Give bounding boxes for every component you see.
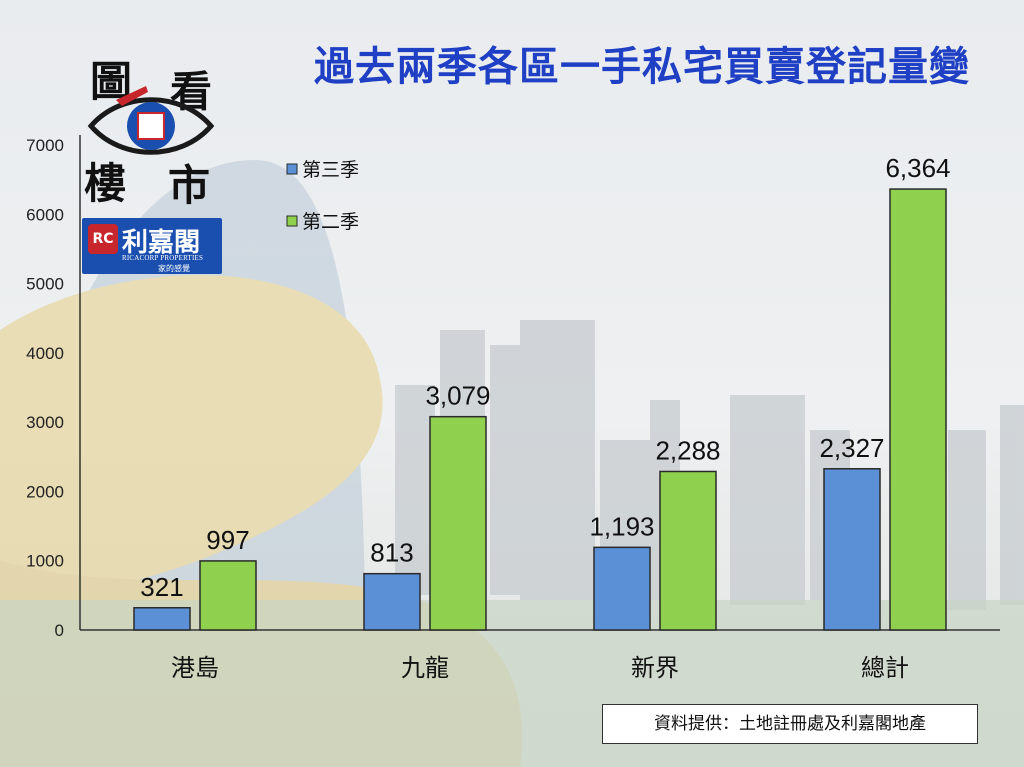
- y-tick-label: 4000: [26, 344, 64, 363]
- y-tick-label: 0: [55, 621, 64, 640]
- logo-char: 樓: [84, 159, 127, 208]
- brand-english-name: RICACORP PROPERTIES: [122, 254, 204, 262]
- bar: [429, 415, 487, 631]
- bar: [593, 546, 651, 631]
- data-label: 1,193: [589, 511, 654, 541]
- source-note: 資料提供：土地註冊處及利嘉閣地產: [602, 704, 978, 744]
- brand-seal: RC: [88, 224, 118, 254]
- legend-label: 第二季: [302, 211, 359, 233]
- x-tick-label: 總計: [861, 654, 909, 682]
- legend-swatch: [286, 215, 298, 227]
- legend-label: 第三季: [302, 159, 359, 181]
- bar: [199, 560, 257, 631]
- chart-title: 過去兩季各區一手私宅買賣登記量變: [314, 44, 970, 90]
- bar: [889, 188, 947, 631]
- x-tick-label: 新界: [631, 654, 679, 682]
- bars: 321 997 813 3,079 1,193 2,288 2,327 6,364: [133, 153, 951, 631]
- y-tick-label: 2000: [26, 482, 64, 501]
- x-axis: 港島 九龍 新界 總計: [80, 629, 1000, 682]
- y-tick-label: 3000: [26, 413, 64, 432]
- data-label: 3,079: [425, 381, 490, 411]
- data-label: 2,288: [655, 435, 720, 465]
- y-tick-label: 6000: [26, 205, 64, 224]
- brand-tagline: 家的感覺: [158, 264, 190, 273]
- y-tick-label: 1000: [26, 552, 64, 571]
- y-tick-label: 7000: [26, 136, 64, 155]
- y-tick-label: 5000: [26, 275, 64, 294]
- bar: [363, 572, 421, 631]
- logo-char: 市: [168, 161, 211, 210]
- data-label: 321: [140, 572, 183, 602]
- legend-swatch: [286, 163, 298, 175]
- data-label: 2,327: [819, 433, 884, 463]
- bar: [133, 607, 191, 631]
- brand-box: RC 利嘉閣 RICACORP PROPERTIES 家的感覺: [82, 218, 222, 274]
- eye-icon: [87, 86, 215, 155]
- x-tick-label: 港島: [171, 654, 219, 682]
- brand-name: 利嘉閣: [122, 228, 201, 258]
- y-axis: 0 1000 2000 3000 4000 5000 6000 7000: [26, 135, 81, 640]
- data-label: 6,364: [885, 153, 950, 183]
- x-tick-label: 九龍: [401, 654, 449, 682]
- bar: [659, 470, 717, 631]
- bar: [823, 468, 881, 631]
- data-label: 997: [206, 525, 249, 555]
- data-label: 813: [370, 538, 413, 568]
